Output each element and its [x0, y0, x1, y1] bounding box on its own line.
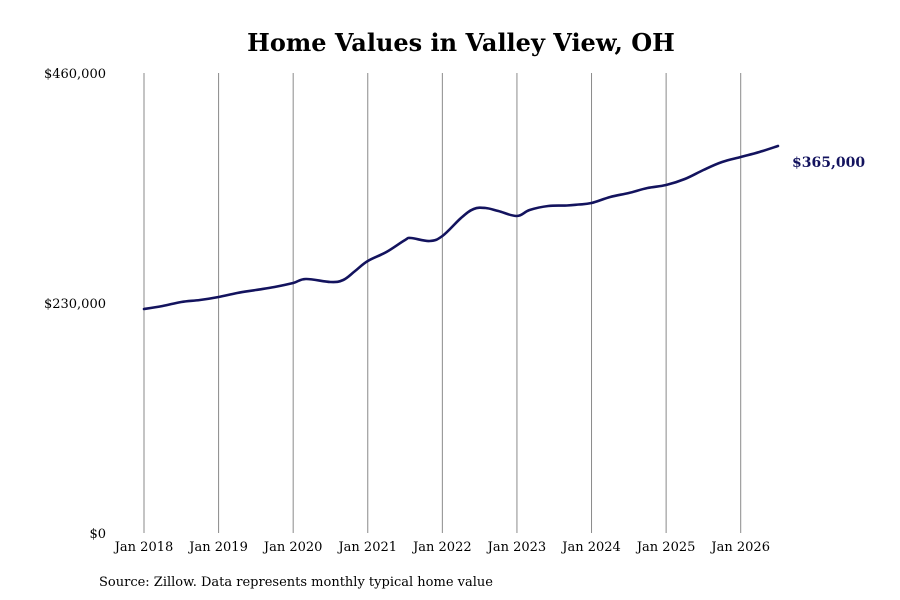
chart-title: Home Values in Valley View, OH — [247, 28, 675, 57]
x-tick-label: Jan 2023 — [486, 540, 547, 555]
y-tick-label: $0 — [89, 527, 106, 542]
x-tick-label: Jan 2020 — [262, 540, 323, 555]
x-tick-label: Jan 2019 — [187, 540, 248, 555]
x-tick-label: Jan 2018 — [113, 540, 174, 555]
y-axis-ticks: $460,000 $230,000 $0 — [44, 67, 106, 542]
x-tick-label: Jan 2022 — [411, 540, 472, 555]
series-line-home-value — [142, 144, 780, 311]
source-note: Source: Zillow. Data represents monthly … — [99, 575, 493, 590]
x-axis-ticks: Jan 2018 Jan 2019 Jan 2020 Jan 2021 Jan 2022… — [113, 540, 770, 555]
x-tick-label: Jan 2026 — [709, 540, 770, 555]
y-tick-label: $460,000 — [44, 67, 106, 82]
x-tick-label: Jan 2021 — [336, 540, 397, 555]
end-value-label: $365,000 — [792, 155, 865, 171]
y-tick-label: $230,000 — [44, 297, 106, 312]
x-tick-label: Jan 2024 — [560, 540, 621, 555]
gridlines — [143, 73, 742, 533]
x-tick-label: Jan 2025 — [635, 540, 696, 555]
